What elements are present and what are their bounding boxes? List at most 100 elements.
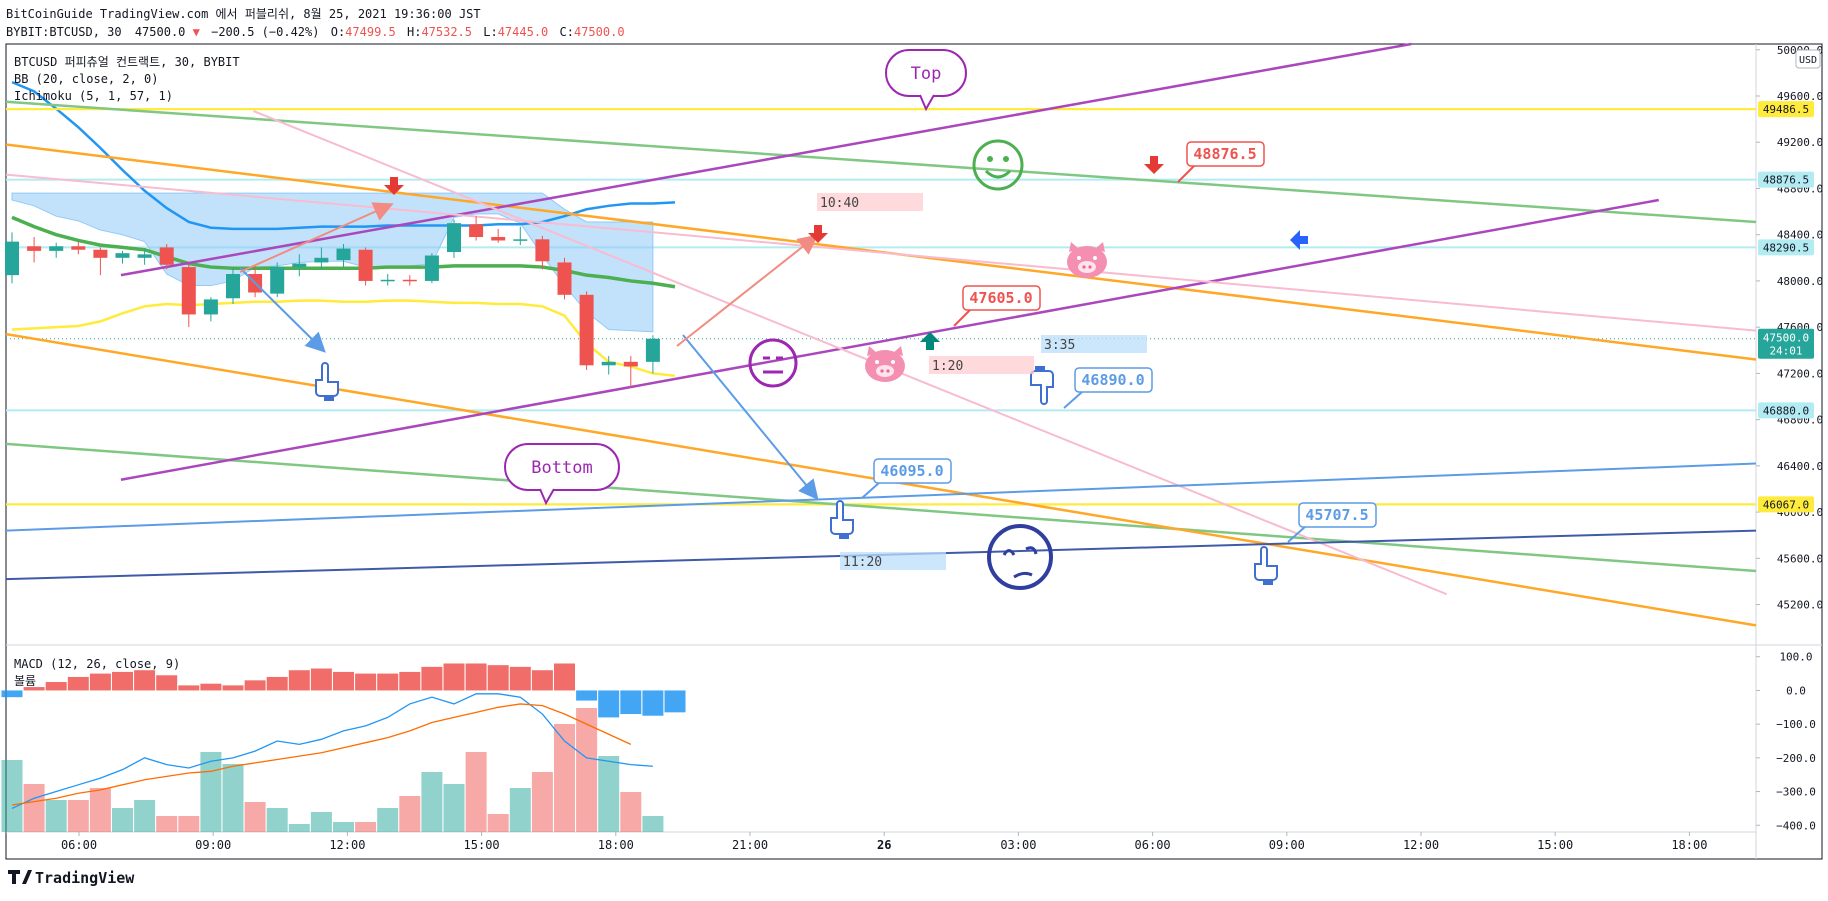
price-tick-label: 48000.0: [1777, 275, 1823, 288]
down-arrow-icon: [1144, 156, 1164, 174]
time-tick-label: 15:00: [464, 838, 500, 852]
macd-histogram-bar: [178, 685, 200, 691]
volume-bar: [576, 708, 598, 832]
time-tick-label: 06:00: [1135, 838, 1171, 852]
trend-line: [253, 110, 1448, 596]
top-bubble: Top: [885, 49, 967, 112]
low-value: 47445.0: [498, 25, 549, 39]
change-label: −200.5 (−0.42%): [211, 25, 319, 39]
macd-histogram-bar: [620, 690, 642, 715]
volume-bar: [1, 760, 23, 832]
trend-line: [5, 173, 1757, 332]
price-label-box: [1758, 496, 1814, 513]
macd-histogram-bar: [200, 683, 222, 691]
time-tick-label: 18:00: [1671, 838, 1707, 852]
price-tick-label: 49600.0: [1777, 90, 1823, 103]
candle-body: [579, 294, 594, 366]
symbol-label: BYBIT:BTCUSD, 30: [6, 25, 122, 39]
macd-histogram-bar: [45, 682, 67, 691]
price-tick-label: 46400.0: [1777, 460, 1823, 473]
volume-bar: [355, 822, 377, 832]
close-label: C:: [560, 25, 574, 39]
price-callout-text: 46890.0: [1081, 371, 1144, 389]
ichimoku-cloud: [11, 192, 654, 333]
price-label-box: [1758, 171, 1814, 188]
volume-bar: [333, 822, 354, 832]
macd-tick-label: 0.0: [1786, 684, 1806, 697]
price-callout: 46890.0: [1063, 367, 1153, 409]
price-callout-text: 46095.0: [880, 462, 943, 480]
down-arrow-icon: [808, 225, 828, 243]
macd-histogram-bar: [377, 673, 399, 691]
time-note-text: 3:35: [1044, 338, 1075, 353]
macd-histogram-bar: [222, 685, 244, 691]
time-tick-label: 06:00: [61, 838, 97, 852]
trend-line: [5, 462, 1757, 532]
legend-macd: MACD (12, 26, close, 9): [14, 657, 180, 671]
volume-bar: [598, 756, 620, 832]
volume-bar: [443, 784, 465, 832]
macd-histogram-bar: [112, 671, 133, 691]
volume-bar: [156, 816, 178, 832]
macd-histogram-bar: [421, 666, 443, 691]
volume-bar: [45, 800, 67, 832]
down-arrow-icon: [384, 177, 404, 195]
candle-body: [137, 254, 152, 258]
macd-histogram-bar: [531, 670, 553, 691]
candle-body: [27, 246, 42, 251]
macd-histogram-bar: [310, 668, 332, 691]
time-tick-label: 09:00: [1269, 838, 1305, 852]
arrow-blue-2: [682, 334, 819, 501]
bottom-bubble: Bottom: [504, 443, 620, 506]
price-callout: 46095.0: [861, 458, 952, 499]
volume-bar: [288, 824, 310, 832]
volume-bar: [554, 724, 575, 832]
candle-body: [292, 263, 307, 268]
candle-body: [358, 249, 373, 281]
price-label-box: [1758, 101, 1814, 118]
candle-body: [159, 247, 174, 265]
time-tick-label: 09:00: [195, 838, 231, 852]
macd-histogram-bar: [399, 671, 421, 691]
drawn-arrows: [239, 202, 819, 501]
candle-body: [535, 239, 550, 262]
tradingview-logo-icon: [8, 870, 32, 884]
price-callout-text: 45707.5: [1305, 506, 1368, 524]
time-note: 1:20: [929, 356, 1034, 374]
chart-frame: [5, 43, 1823, 860]
price-callout: 47605.0: [953, 285, 1041, 327]
high-value: 47532.5: [421, 25, 472, 39]
macd-histogram-bar: [134, 670, 156, 691]
price-tick-label: 49200.0: [1777, 136, 1823, 149]
volume-bar: [465, 752, 487, 832]
volume-bar: [89, 788, 111, 832]
volume-bar: [178, 816, 200, 832]
neutral-face-icon: [748, 338, 798, 388]
price-callout-text: 47605.0: [969, 289, 1032, 307]
candle-body: [469, 224, 484, 238]
candle-body: [645, 338, 660, 362]
candle-body: [49, 246, 64, 251]
tradingview-logo[interactable]: TradingView: [8, 869, 135, 887]
arrow-red-2: [676, 234, 819, 347]
low-label: L:: [483, 25, 497, 39]
time-tick-label: 26: [877, 838, 891, 852]
trend-line: [5, 100, 1757, 224]
macd-histogram-bar: [156, 675, 178, 691]
price-callout-text: 48876.5: [1193, 145, 1256, 163]
candle-body: [491, 237, 506, 241]
time-tick-label: 21:00: [732, 838, 768, 852]
up-arrow-icon: [920, 332, 940, 350]
volume-bar: [487, 814, 509, 832]
currency-badge[interactable]: USD: [1795, 49, 1821, 69]
open-value: 47499.5: [345, 25, 396, 39]
legend-volume: 볼륨: [14, 674, 36, 688]
macd-histogram-bar: [355, 673, 377, 691]
last-price-text: 47500.0: [1763, 332, 1809, 345]
volume-bar: [266, 808, 288, 832]
volume-bar: [620, 792, 642, 832]
volume-bar: [244, 802, 266, 832]
macd-axis: 100.0 0.0 −100.0 −200.0 −300.0 −400.0: [1756, 651, 1816, 832]
trend-line: [120, 42, 1412, 277]
